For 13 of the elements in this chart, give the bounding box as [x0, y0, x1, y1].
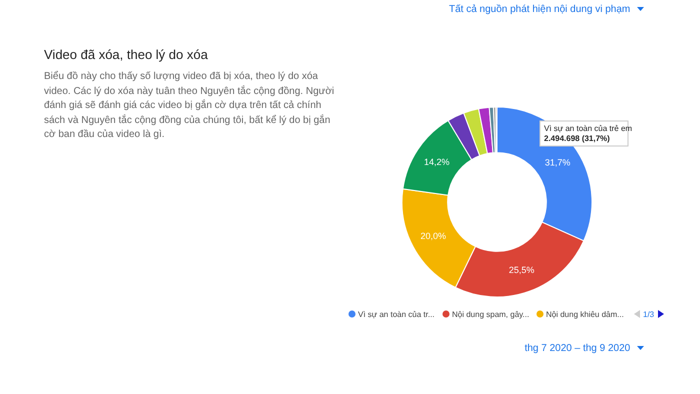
text: thg 7 2020 – thg 9 2020	[524, 343, 632, 354]
text: Biểu đồ này cho thấy số lượng video đã bị xóa, theo lý do xóa video. Các lý do xóa này tuân theo Nguyên tắc cộng đồng. Người đánh giá sẽ đánh giá các video bị gắn cờ dựa trên tất cả chính sách và Nguyên tắc cộng đồng của chúng tôi, bất kể lý do bị gắn cờ ban đầu của video là gì.	[44, 70, 336, 142]
text: Vì sự an toàn của trẻ em 2.494.698 (31,7%)	[544, 124, 632, 143]
text: Tất cả nguồn phát hiện nội dung vi phạm	[448, 4, 632, 15]
legend-label: Nội dung khiêu dâm...	[546, 310, 624, 319]
data-label: 14,2%	[424, 157, 450, 168]
text: 1/3	[643, 310, 655, 319]
data-label: 25,5%	[508, 264, 534, 275]
data-label: 31,7%	[544, 158, 570, 168]
text: Video đã xóa, theo lý do xóa	[44, 47, 208, 62]
legend-label: Nội dung spam, gây...	[452, 310, 530, 319]
legend-label: Vì sự an toàn của tr...	[358, 310, 435, 319]
data-label: 20,0%	[420, 230, 446, 241]
